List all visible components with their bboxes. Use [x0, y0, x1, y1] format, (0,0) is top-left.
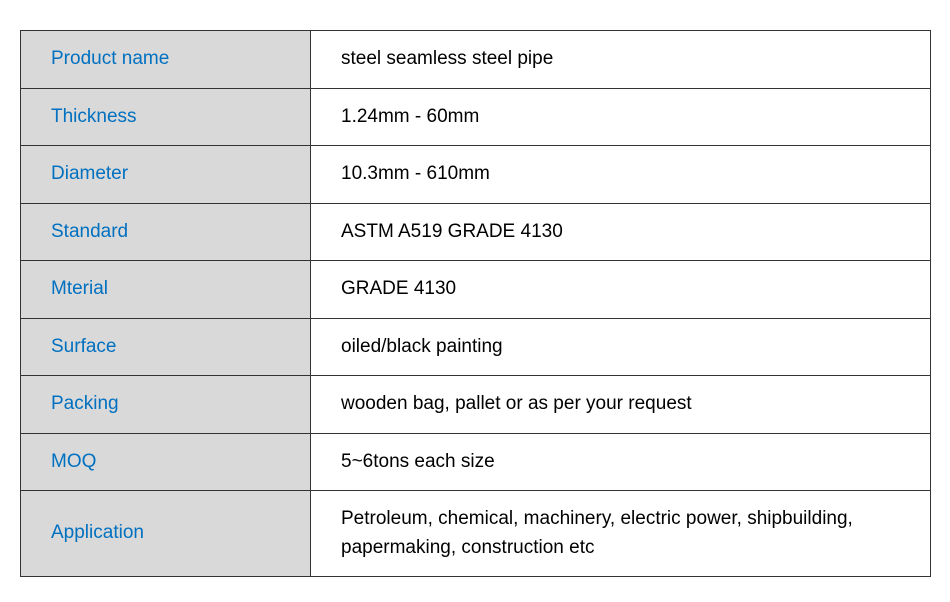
spec-label: Product name	[21, 31, 311, 89]
spec-label: Diameter	[21, 146, 311, 204]
table-row: Packing wooden bag, pallet or as per you…	[21, 376, 931, 434]
spec-value: wooden bag, pallet or as per your reques…	[311, 376, 931, 434]
table-row: Thickness 1.24mm - 60mm	[21, 88, 931, 146]
table-row: Standard ASTM A519 GRADE 4130	[21, 203, 931, 261]
table-row: Product name steel seamless steel pipe	[21, 31, 931, 89]
spec-label: MOQ	[21, 433, 311, 491]
spec-label: Standard	[21, 203, 311, 261]
spec-value: oiled/black painting	[311, 318, 931, 376]
spec-value: 10.3mm - 610mm	[311, 146, 931, 204]
spec-label: Surface	[21, 318, 311, 376]
spec-label: Mterial	[21, 261, 311, 319]
spec-value: ASTM A519 GRADE 4130	[311, 203, 931, 261]
table-row: Application Petroleum, chemical, machine…	[21, 491, 931, 577]
table-row: Mterial GRADE 4130	[21, 261, 931, 319]
spec-value: Petroleum, chemical, machinery, electric…	[311, 491, 931, 577]
spec-label: Application	[21, 491, 311, 577]
spec-label: Packing	[21, 376, 311, 434]
table-row: Surface oiled/black painting	[21, 318, 931, 376]
spec-value: 5~6tons each size	[311, 433, 931, 491]
page-container: Product name steel seamless steel pipe T…	[0, 0, 950, 602]
spec-value: GRADE 4130	[311, 261, 931, 319]
spec-value: 1.24mm - 60mm	[311, 88, 931, 146]
table-row: Diameter 10.3mm - 610mm	[21, 146, 931, 204]
spec-value: steel seamless steel pipe	[311, 31, 931, 89]
spec-table: Product name steel seamless steel pipe T…	[20, 30, 931, 577]
table-row: MOQ 5~6tons each size	[21, 433, 931, 491]
spec-label: Thickness	[21, 88, 311, 146]
